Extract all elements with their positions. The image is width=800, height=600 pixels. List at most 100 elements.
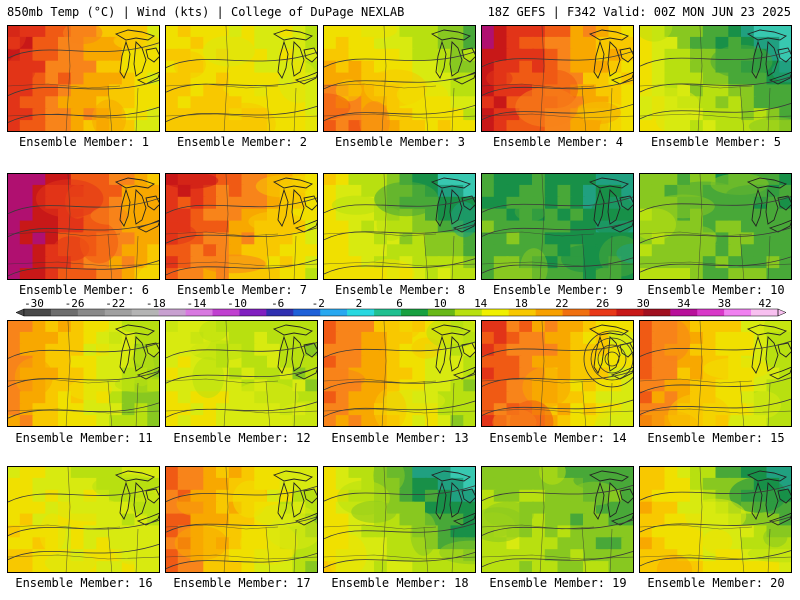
temp-cell [228, 220, 244, 235]
temp-blob [90, 206, 129, 225]
temp-cell [254, 355, 270, 370]
temp-cell [203, 220, 219, 235]
temp-cell [570, 60, 586, 75]
temp-cell [292, 321, 308, 334]
height-contour [324, 51, 475, 68]
temp-cell [292, 26, 308, 39]
temp-cell [254, 60, 270, 75]
temp-cell [348, 415, 364, 426]
colorbar-swatch [562, 309, 590, 316]
temp-cell [8, 489, 22, 504]
temp-cell [595, 36, 611, 51]
temp-cell [766, 232, 782, 247]
height-contour [324, 485, 475, 502]
temp-cell [386, 549, 402, 564]
temp-cell [324, 60, 338, 75]
colorbar-tick-label: -26 [65, 297, 85, 310]
temp-cell [557, 268, 573, 279]
temp-cell [437, 36, 453, 51]
temp-cell [482, 343, 496, 358]
temp-cell [412, 232, 428, 247]
colorbar-swatch [347, 309, 375, 316]
temp-cell [241, 415, 257, 426]
temp-cell [348, 467, 364, 480]
temp-cell [715, 467, 731, 480]
temp-cell [348, 403, 364, 418]
temp-cell [109, 174, 124, 187]
temp-cell [608, 331, 624, 346]
temp-cell [779, 367, 791, 382]
temp-cell [147, 96, 159, 111]
temp-cell [190, 268, 206, 279]
ensemble-member-label: Ensemble Member: 17 [173, 576, 311, 590]
temp-cell [147, 108, 159, 123]
temp-cell [570, 174, 586, 187]
temp-cell [399, 501, 415, 516]
state-borders [482, 467, 633, 572]
temp-cell [702, 379, 718, 394]
temp-cell [361, 561, 377, 572]
temp-cell [166, 467, 180, 480]
temp-cell [177, 84, 193, 99]
temp-cell [506, 343, 522, 358]
temp-cell [361, 321, 377, 334]
temp-cell [241, 561, 257, 572]
temp-cell [19, 196, 35, 211]
temp-cell [437, 501, 453, 516]
temp-cell [335, 174, 351, 187]
temp-cell [779, 196, 791, 211]
temp-cell [621, 26, 633, 39]
temp-cell [741, 525, 756, 540]
temp-cell [166, 525, 180, 540]
temp-cell [437, 108, 453, 123]
temp-cell [147, 561, 159, 572]
temp-cell [651, 391, 667, 406]
temp-cell [96, 84, 112, 99]
temp-cell [361, 467, 377, 480]
temp-cell [640, 513, 654, 528]
temp-cell [702, 331, 718, 346]
temp-cell [544, 36, 560, 51]
temp-blob [710, 44, 773, 78]
temp-cell [279, 244, 295, 259]
height-contour [482, 399, 633, 416]
great-lakes-outline [430, 29, 475, 85]
temp-cell [83, 331, 99, 346]
temp-cell [348, 343, 364, 358]
temp-cell [425, 232, 440, 247]
ensemble-member-label: Ensemble Member: 20 [647, 576, 785, 590]
temp-cell [399, 367, 415, 382]
temp-cell [621, 72, 633, 87]
height-contour [166, 197, 317, 214]
temp-cell [482, 355, 496, 370]
temperature-map-14 [482, 321, 633, 426]
temp-cell [664, 467, 680, 480]
temp-cell [241, 184, 257, 199]
temp-cell [583, 391, 598, 406]
temp-cell [412, 489, 428, 504]
temp-cell [753, 220, 769, 235]
temp-cell [557, 489, 573, 504]
temp-cell [677, 268, 693, 279]
temp-cell [753, 232, 769, 247]
temp-cell [348, 355, 364, 370]
closed-low-contour [604, 351, 620, 367]
temp-cell [621, 561, 633, 572]
temp-cell [32, 72, 48, 87]
temp-cell [254, 343, 270, 358]
temp-cell [96, 174, 112, 187]
temp-cell [463, 391, 475, 406]
temp-cell [437, 120, 453, 131]
temp-cell [463, 467, 475, 480]
temp-cell [109, 184, 124, 199]
temp-blob [655, 107, 686, 131]
temp-cell [779, 561, 791, 572]
temp-cell [677, 489, 693, 504]
temp-cell [506, 120, 522, 131]
temp-cell [8, 549, 22, 564]
temp-cell [228, 513, 244, 528]
temp-cell [482, 391, 496, 406]
temp-cell [305, 379, 317, 394]
temperature-map-5 [640, 26, 791, 131]
temp-cell [544, 561, 560, 572]
